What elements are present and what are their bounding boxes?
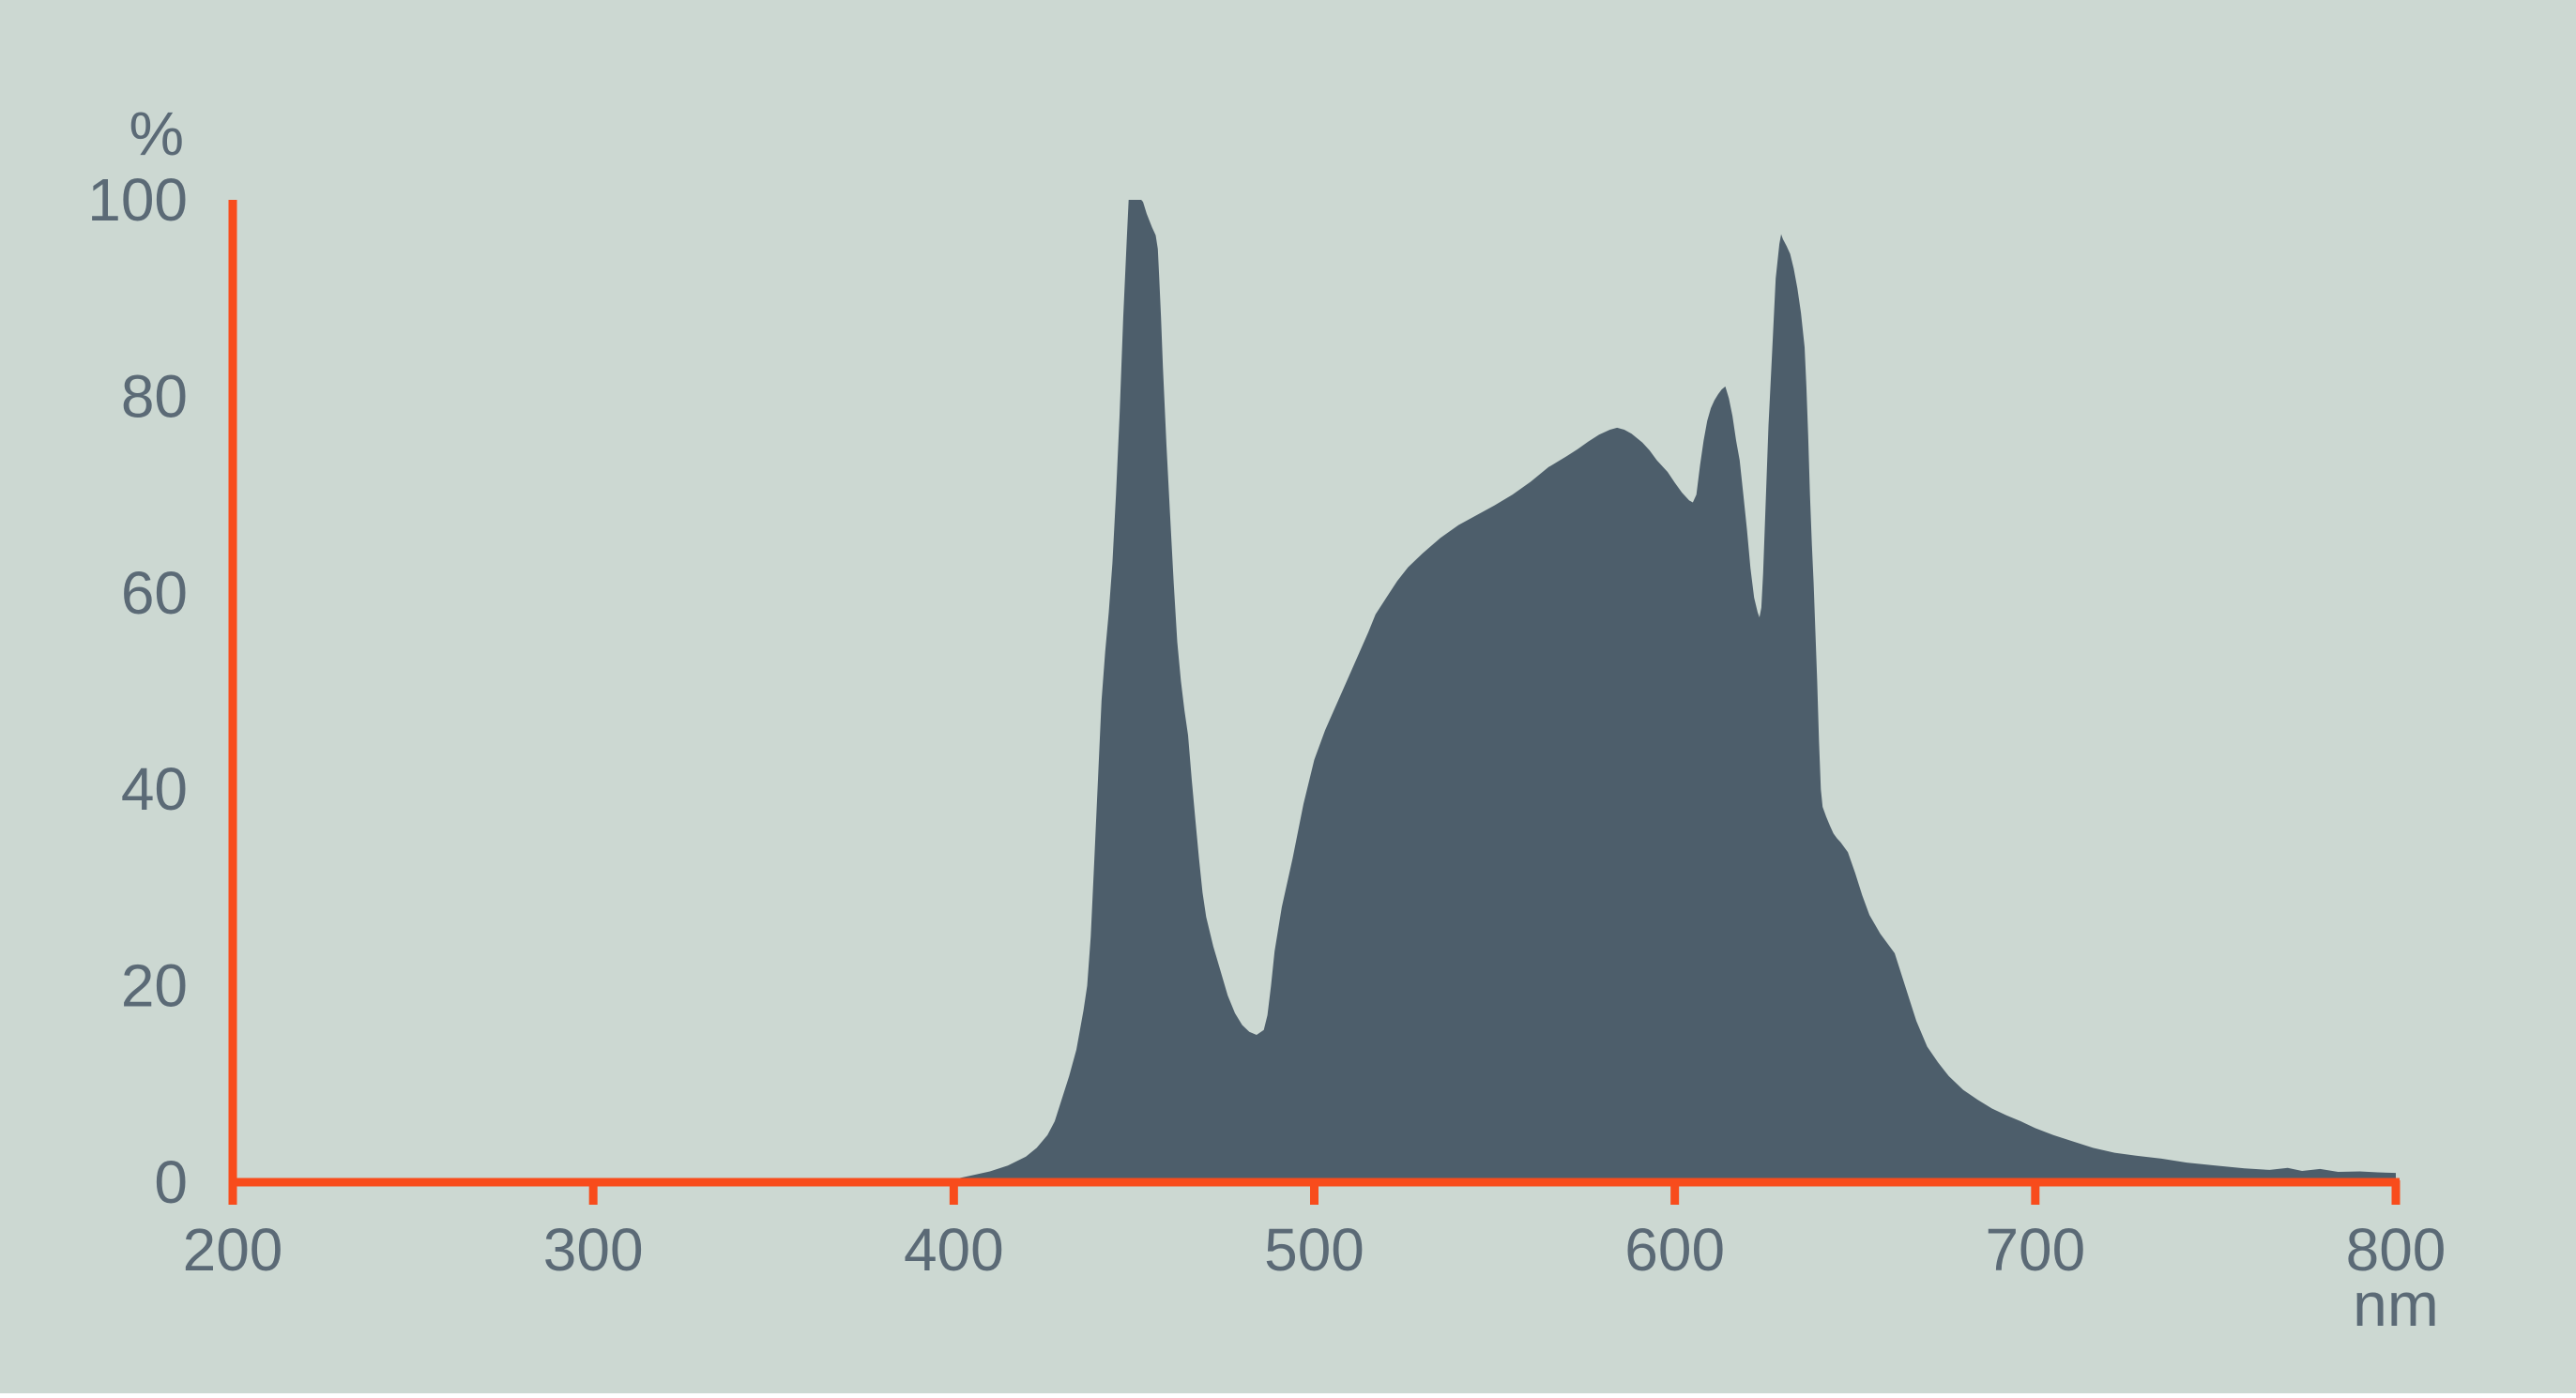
- x-tick-label-500: 500: [1264, 1216, 1364, 1284]
- y-tick-label-20: 20: [121, 952, 188, 1020]
- y-tick-label-0: 0: [154, 1148, 188, 1216]
- x-tick-label-400: 400: [904, 1216, 1004, 1284]
- x-axis-ticks: [228, 1180, 2401, 1205]
- x-axis-tick-labels: 200 300 400 500 600 700 800: [183, 1216, 2446, 1284]
- x-tick-label-200: 200: [183, 1216, 283, 1284]
- y-tick-label-60: 60: [121, 559, 188, 627]
- x-tick-label-800: 800: [2346, 1216, 2446, 1284]
- x-tick-label-600: 600: [1624, 1216, 1725, 1284]
- y-axis-tick-labels: 0 20 40 60 80 100: [87, 166, 188, 1216]
- x-axis-unit-label: nm: [2353, 1269, 2439, 1339]
- y-tick-label-100: 100: [87, 166, 188, 234]
- spectrum-area: [233, 200, 2396, 1182]
- x-tick-label-300: 300: [543, 1216, 644, 1284]
- x-tick-label-700: 700: [1985, 1216, 2085, 1284]
- y-axis-unit-label: %: [129, 99, 184, 168]
- y-tick-label-80: 80: [121, 362, 188, 430]
- y-tick-label-40: 40: [121, 755, 188, 823]
